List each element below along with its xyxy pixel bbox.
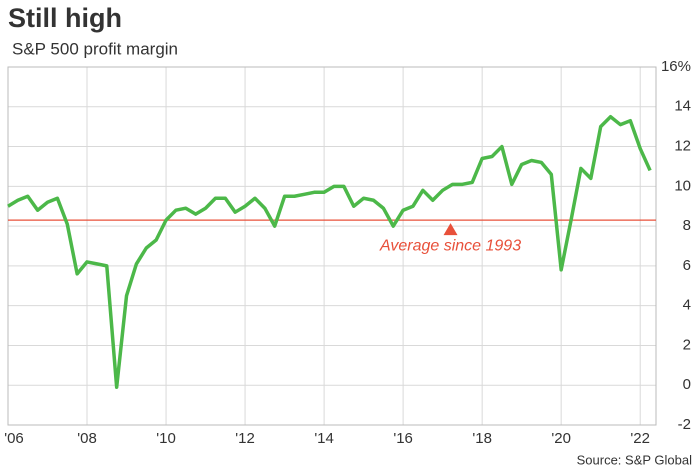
data-line — [7, 114, 652, 389]
y-tick-label: 4 — [683, 297, 691, 314]
source: Source: S&P Global — [577, 452, 692, 467]
y-tick-label: 0 — [683, 376, 691, 393]
x-tick-label: '20 — [551, 430, 571, 447]
y-tick-label: 2 — [683, 336, 691, 353]
annotation-arrow — [443, 223, 458, 236]
x-tick-label: '22 — [630, 430, 650, 447]
y-tick-label: -2 — [678, 416, 691, 433]
annotation: Average since 1993 — [379, 237, 521, 254]
x-tick-label: '14 — [314, 430, 334, 447]
x-tick-label: '10 — [156, 430, 176, 447]
x-tick-label: '12 — [235, 430, 255, 447]
y-tick-label: 10 — [674, 177, 691, 194]
y-tick-label: 16% — [661, 58, 691, 75]
y-tick-label: 14 — [674, 98, 691, 115]
y-tick-label: 12 — [674, 138, 691, 155]
x-tick-label: '06 — [4, 430, 24, 447]
plot-frame — [7, 66, 657, 426]
y-tick-label: 8 — [683, 217, 691, 234]
y-tick-label: 6 — [683, 257, 691, 274]
x-tick-label: '16 — [393, 430, 413, 447]
x-tick-label: '18 — [472, 430, 492, 447]
chart-subtitle: S&P 500 profit margin — [12, 39, 178, 58]
x-tick-label: '08 — [77, 430, 97, 447]
chart-title: Still high — [8, 3, 122, 33]
